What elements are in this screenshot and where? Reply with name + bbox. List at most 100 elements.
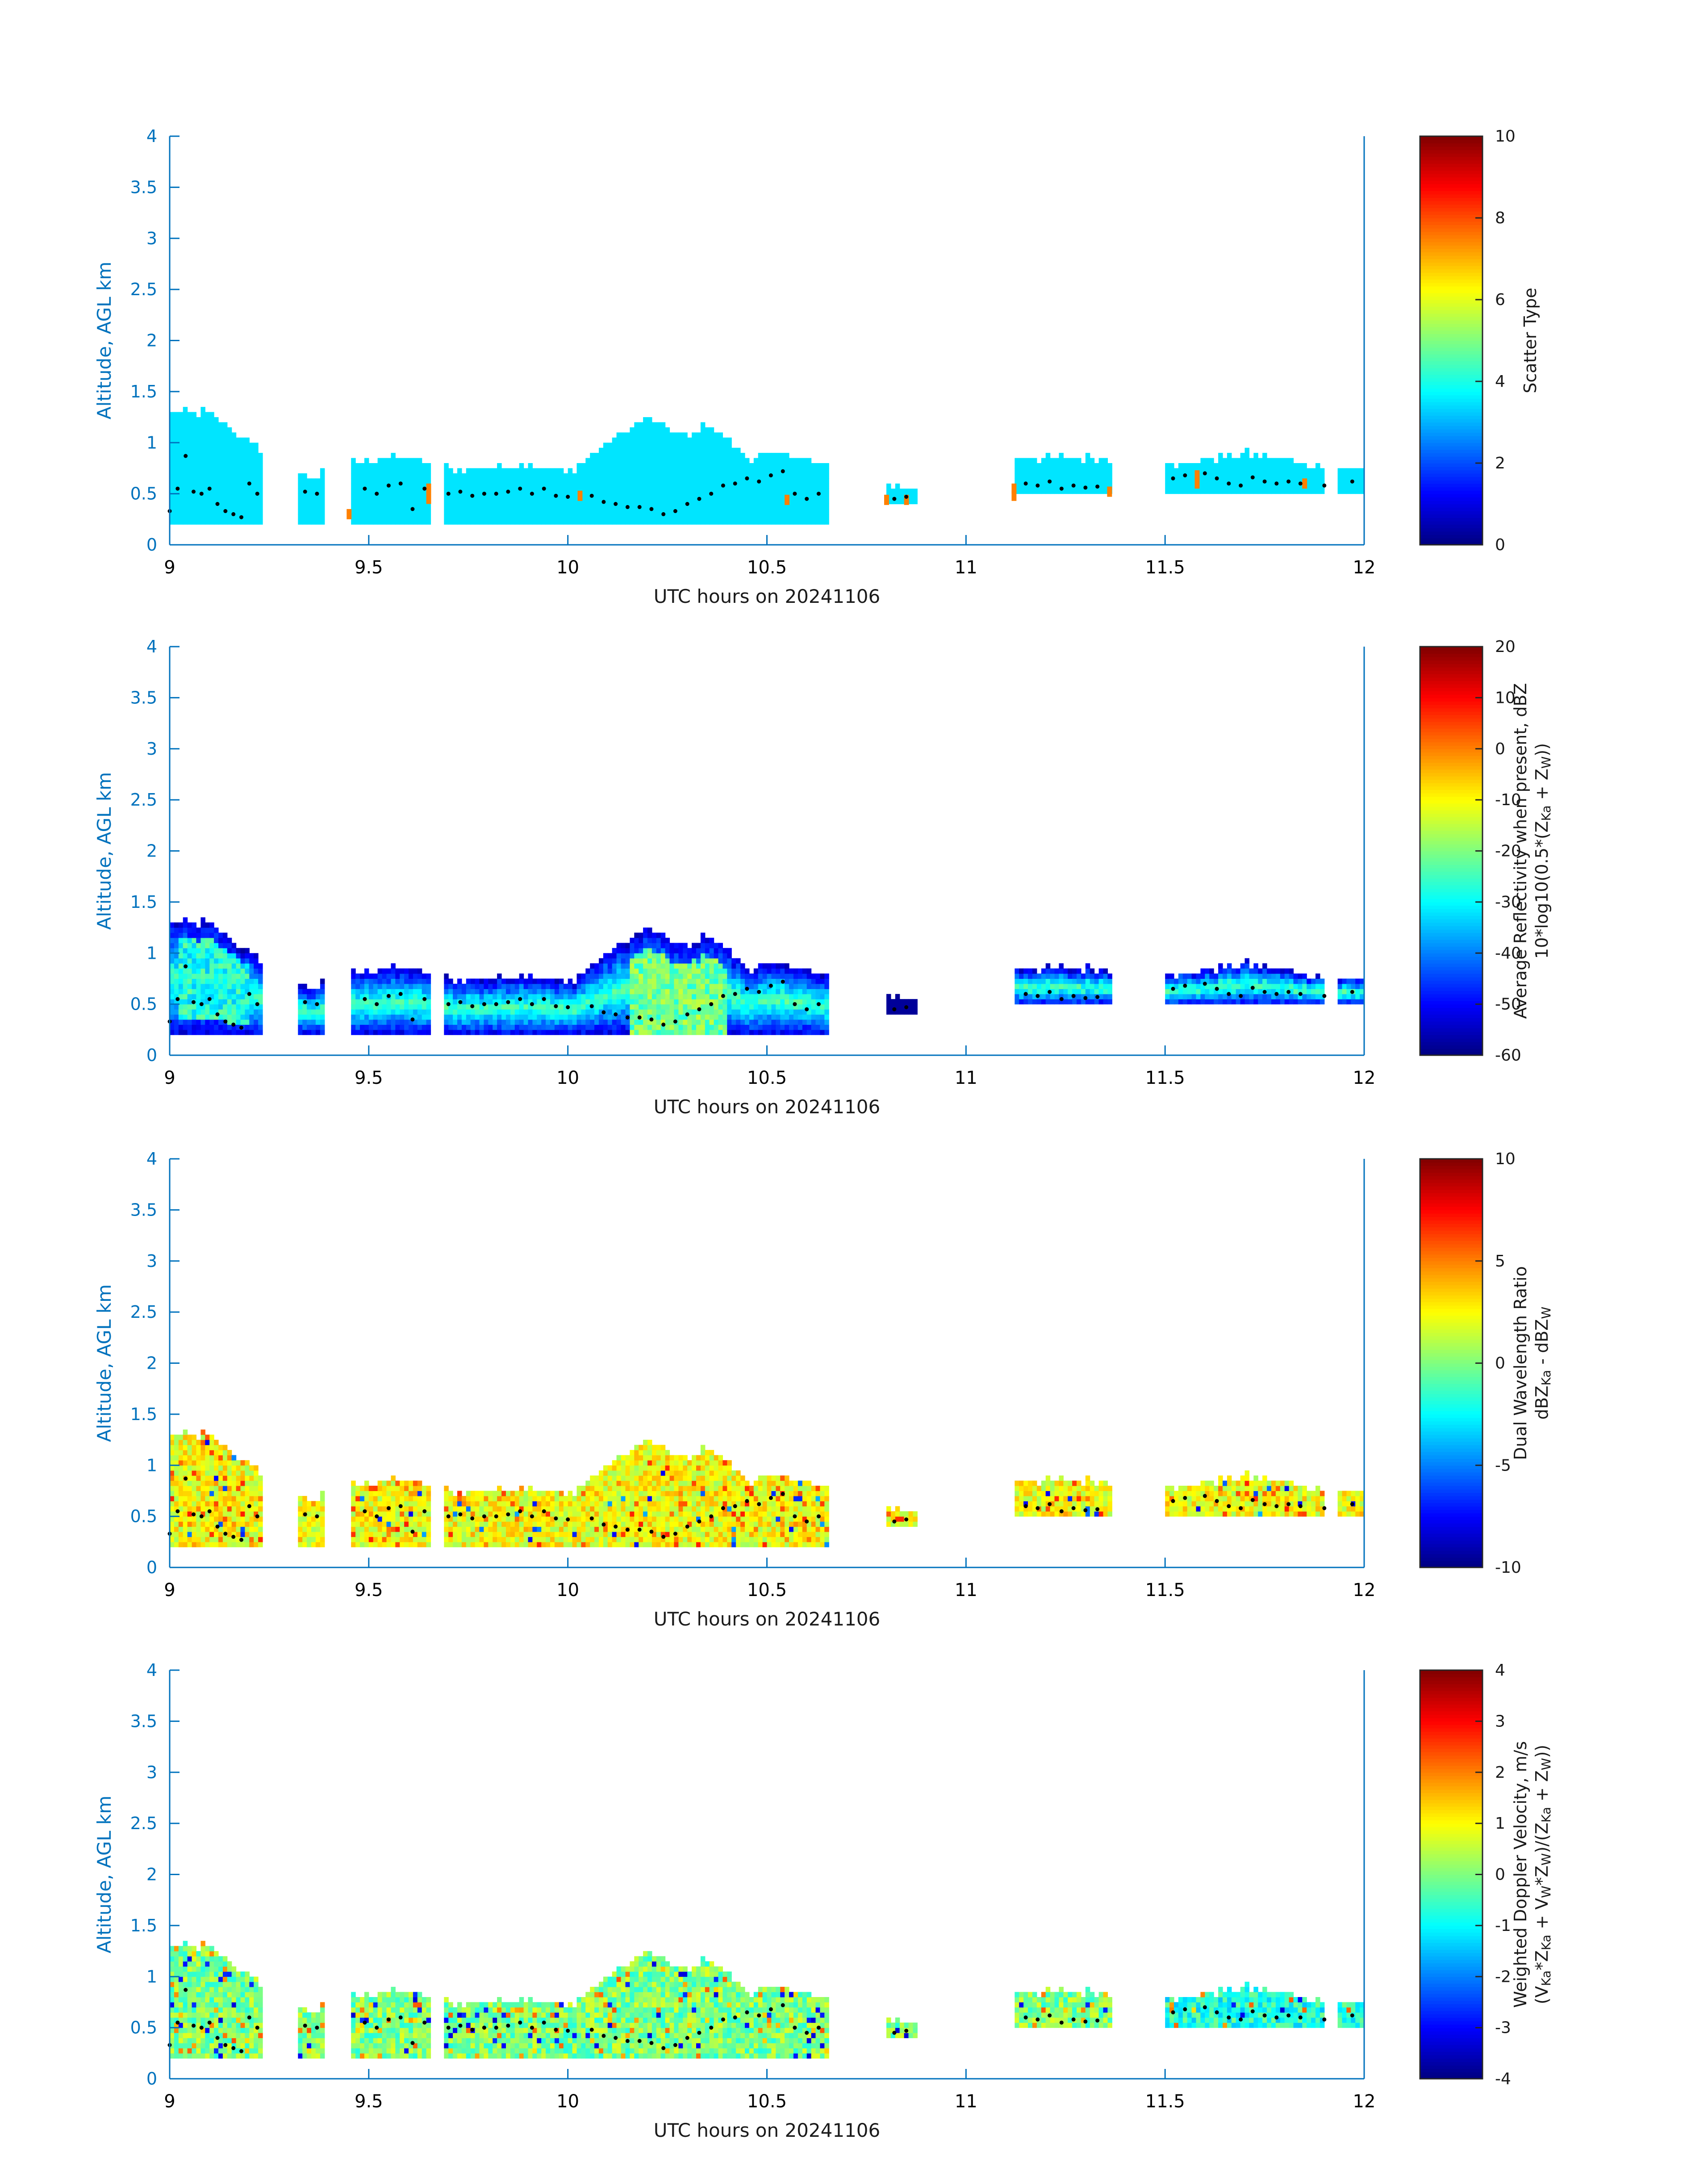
heat-cell [254,453,259,459]
heat-cell [200,937,205,943]
heat-cell [1275,968,1281,974]
heat-cell [240,437,245,443]
heat-cell [510,989,515,994]
heat-cell [692,989,697,994]
heat-cell [519,978,524,984]
heat-cell [1231,994,1236,999]
heat-cell [315,499,321,505]
heat-cell [360,999,365,1005]
heat-cell [1240,968,1245,974]
heat-cell [731,1014,736,1020]
heat-cell [550,1009,555,1015]
heat-cell [590,983,595,989]
heat-cell [183,493,188,499]
heat-cell [678,468,683,474]
heat-cell [523,1029,529,1035]
colorbar-band [1420,214,1482,218]
heat-cell [616,974,622,979]
heat-cell [395,1004,400,1010]
heat-cell [660,447,666,453]
colorbar-band [1420,300,1482,304]
heat-cell [258,483,263,489]
heat-cell [793,499,798,505]
heat-cell [643,1004,648,1010]
heat-cell [532,983,537,989]
heat-cell [727,989,732,994]
heat-cell [1214,983,1219,989]
heat-cell [400,1009,405,1015]
heat-cell [1218,483,1223,489]
heat-cell [674,458,679,464]
heat-cell [762,974,768,979]
heat-cell [1165,463,1170,468]
heat-cell [1227,968,1232,974]
heat-cell [528,504,533,510]
heat-cell [758,1024,763,1030]
heat-cell [528,1004,533,1010]
heat-cell [607,478,613,484]
heat-cell [218,1019,223,1025]
heat-cell [205,422,210,428]
heat-cell [404,1014,409,1020]
heat-cell [674,989,679,994]
heat-cell [776,493,781,499]
data-dot [589,493,594,498]
heat-cell [568,514,573,520]
heat-cell [692,1029,697,1035]
heat-cell [1098,974,1104,979]
heat-cell [753,489,759,494]
heat-cell [1280,468,1285,474]
heat-cell [612,437,617,443]
heat-cell [820,983,825,989]
x-tick-label: 11 [955,557,977,578]
heat-cell [510,978,515,984]
heat-cell [519,483,524,489]
heat-cell [249,499,254,505]
heat-cell [718,943,723,949]
colorbar-band [1420,235,1482,239]
heat-cell [457,1019,462,1025]
heat-cell [1200,468,1205,474]
colorbar-band [1420,395,1482,399]
heat-cell [1081,999,1086,1005]
heat-cell [249,958,254,964]
heat-cell [815,499,820,505]
heat-cell [630,447,635,453]
heat-cell [417,1024,422,1030]
heat-cell [368,499,374,505]
heat-cell [651,514,657,520]
heat-cell [599,999,604,1005]
heat-cell [899,1009,905,1015]
heat-cell [377,1024,383,1030]
heat-cell [231,983,237,989]
heat-cell [727,963,732,969]
heat-cell [1315,489,1320,494]
heat-cell [537,1014,542,1020]
heat-cell [205,948,210,953]
heat-cell [373,463,378,468]
heat-cell [798,509,803,514]
heat-cell [506,493,511,499]
heat-cell [616,1004,622,1010]
heat-cell [1174,978,1179,984]
heat-cell [651,983,657,989]
heat-cell [537,994,542,999]
heat-cell [585,504,590,510]
heat-cell [245,963,250,969]
heat-cell [231,963,237,969]
heat-cell [205,432,210,438]
heat-cell [178,478,184,484]
heat-cell [585,509,590,514]
heat-cell [1072,978,1077,984]
heat-cell [665,1019,670,1025]
heat-cell [718,437,723,443]
heat-cell [785,1029,789,1035]
heat-cell [1253,999,1258,1005]
heat-cell [528,974,533,979]
heat-cell [413,493,418,499]
heat-cell [736,463,741,468]
heat-cell [528,519,533,525]
heat-cell [311,478,316,484]
heat-cell [625,989,630,994]
